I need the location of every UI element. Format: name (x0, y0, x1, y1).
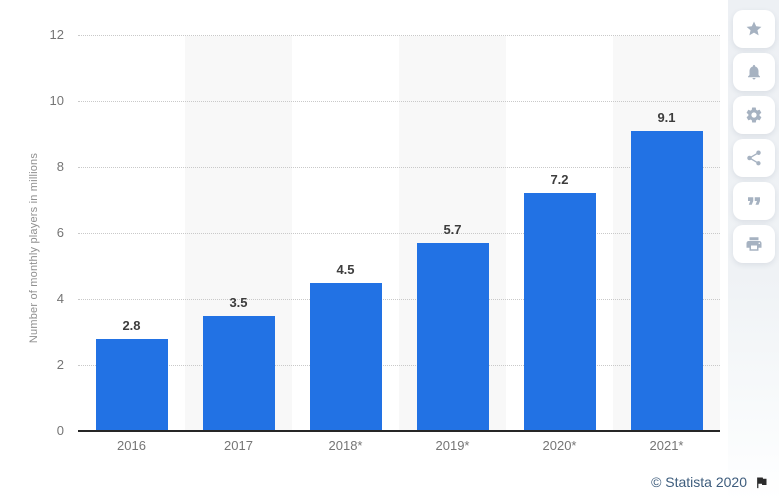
bar-value-label: 3.5 (229, 294, 248, 310)
bar-2018* (309, 282, 382, 431)
bar-2021* (630, 130, 703, 431)
x-axis-label: 2016 (117, 438, 146, 453)
share-icon (746, 150, 761, 166)
bar-value-label: 9.1 (657, 109, 676, 125)
x-axis-label: 2018* (328, 438, 363, 453)
y-tick-label: 12 (49, 27, 64, 42)
bar-value-label: 5.7 (443, 221, 462, 237)
bar-2017 (202, 315, 275, 431)
y-axis-title: Number of monthly players in millions (28, 152, 40, 344)
gridline (78, 299, 720, 300)
gridline (78, 101, 720, 102)
bar-2020* (523, 193, 596, 431)
print-button[interactable] (732, 225, 775, 263)
y-tick-label: 0 (56, 423, 64, 438)
x-axis-label: 2017 (224, 438, 253, 453)
y-tick-label: 8 (56, 159, 64, 174)
bar-value-label: 7.2 (550, 172, 569, 188)
x-axis-label: 2019* (435, 438, 470, 453)
bell-icon (747, 64, 760, 80)
y-tick-label: 10 (49, 93, 64, 108)
cite-button[interactable] (732, 182, 775, 220)
bar-value-label: 4.5 (336, 261, 355, 277)
plot-area (78, 35, 720, 432)
x-axis-label: 2021* (649, 438, 684, 453)
copyright-text: © Statista 2020 (651, 474, 747, 490)
toolbar (732, 10, 775, 263)
favorite-button[interactable] (732, 10, 775, 48)
copyright: © Statista 2020 (651, 474, 769, 490)
alerts-button[interactable] (732, 53, 775, 91)
print-icon (746, 237, 761, 251)
quote-icon (747, 197, 760, 205)
settings-button[interactable] (732, 96, 775, 134)
gridline (78, 365, 720, 366)
y-tick-label: 2 (56, 357, 64, 372)
flag-icon (757, 477, 767, 488)
x-axis-label: 2020* (542, 438, 577, 453)
bar-value-label: 2.8 (122, 317, 141, 333)
gridline (78, 35, 720, 36)
gridline (78, 233, 720, 234)
star-icon (746, 21, 761, 36)
x-axis-baseline (78, 430, 720, 432)
bar-2016 (95, 338, 168, 431)
share-button[interactable] (732, 139, 775, 177)
y-tick-label: 4 (56, 291, 64, 306)
y-tick-label: 6 (56, 225, 64, 240)
gear-icon (746, 107, 761, 123)
gridline (78, 167, 720, 168)
bar-2019* (416, 242, 489, 431)
